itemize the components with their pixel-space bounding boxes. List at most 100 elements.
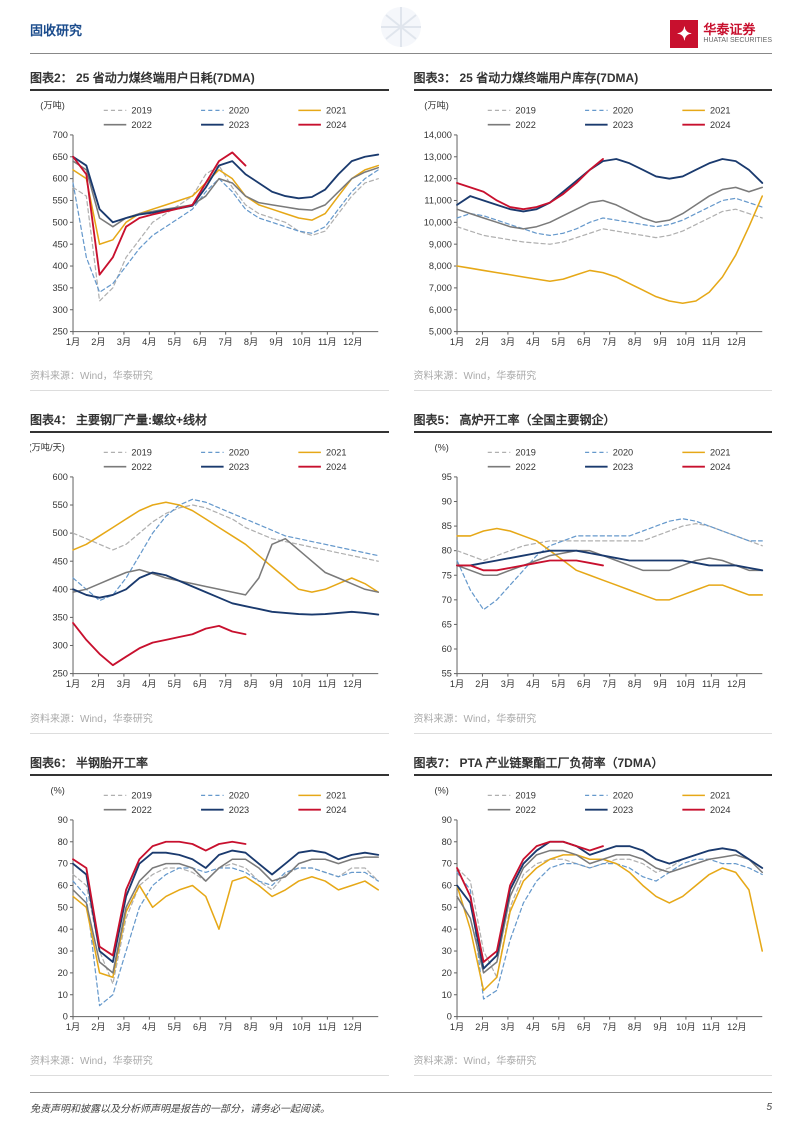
logo-text-cn: 华泰证券: [703, 23, 772, 37]
chart-c2: 图表2： 25 省动力煤终端用户日耗(7DMA) (万吨)201920202021…: [30, 69, 389, 391]
svg-text:700: 700: [53, 130, 68, 140]
svg-text:50: 50: [58, 902, 68, 912]
svg-text:4月: 4月: [142, 679, 156, 689]
svg-text:3月: 3月: [117, 1022, 131, 1032]
svg-text:6月: 6月: [193, 337, 207, 347]
svg-text:90: 90: [58, 815, 68, 825]
svg-text:4月: 4月: [142, 337, 156, 347]
chart-title: 图表4： 主要钢厂产量:螺纹+线材: [30, 411, 389, 433]
svg-text:10,000: 10,000: [423, 217, 451, 227]
svg-text:350: 350: [53, 613, 68, 623]
svg-text:12月: 12月: [727, 337, 746, 347]
chart-title: 图表2： 25 省动力煤终端用户日耗(7DMA): [30, 69, 389, 91]
svg-text:14,000: 14,000: [423, 130, 451, 140]
svg-text:2020: 2020: [612, 448, 632, 458]
svg-text:2023: 2023: [229, 804, 249, 814]
svg-text:1月: 1月: [66, 337, 80, 347]
svg-text:(万吨): (万吨): [424, 99, 449, 110]
svg-text:30: 30: [58, 946, 68, 956]
svg-text:2024: 2024: [710, 120, 730, 130]
svg-text:500: 500: [53, 528, 68, 538]
svg-text:4月: 4月: [526, 1022, 540, 1032]
svg-text:12月: 12月: [343, 1022, 362, 1032]
svg-text:5月: 5月: [168, 1022, 182, 1032]
svg-text:450: 450: [53, 557, 68, 567]
svg-text:2023: 2023: [612, 120, 632, 130]
chart-title: 图表7： PTA 产业链聚酯工厂负荷率（7DMA）: [414, 754, 773, 776]
chart-svg: (%)2019202020212022202320240102030405060…: [414, 781, 773, 1047]
chart-svg: (万吨)201920202021202220232024250300350400…: [30, 96, 389, 362]
svg-text:8月: 8月: [627, 337, 641, 347]
svg-text:11月: 11月: [702, 1022, 721, 1032]
svg-text:550: 550: [53, 500, 68, 510]
svg-text:2019: 2019: [515, 790, 535, 800]
svg-text:7月: 7月: [602, 1022, 616, 1032]
svg-text:2022: 2022: [515, 804, 535, 814]
svg-text:550: 550: [53, 196, 68, 206]
svg-text:9月: 9月: [653, 337, 667, 347]
svg-text:5月: 5月: [168, 679, 182, 689]
svg-text:6月: 6月: [577, 1022, 591, 1032]
svg-text:0: 0: [63, 1011, 68, 1021]
svg-text:70: 70: [58, 858, 68, 868]
svg-text:400: 400: [53, 585, 68, 595]
svg-text:90: 90: [441, 497, 451, 507]
svg-text:12,000: 12,000: [423, 174, 451, 184]
svg-text:2024: 2024: [710, 804, 730, 814]
svg-text:9月: 9月: [653, 679, 667, 689]
svg-text:2019: 2019: [515, 105, 535, 115]
chart-svg: (万吨)2019202020212022202320245,0006,0007,…: [414, 96, 773, 362]
svg-text:2020: 2020: [612, 790, 632, 800]
svg-text:2022: 2022: [131, 120, 151, 130]
svg-text:6月: 6月: [577, 679, 591, 689]
chart-c4: 图表4： 主要钢厂产量:螺纹+线材(万吨/天)20192020202120222…: [30, 411, 389, 733]
svg-text:7月: 7月: [602, 679, 616, 689]
footer-divider: [30, 1092, 772, 1093]
svg-text:11月: 11月: [702, 337, 721, 347]
svg-text:6月: 6月: [193, 1022, 207, 1032]
svg-text:2019: 2019: [515, 448, 535, 458]
svg-text:9月: 9月: [269, 1022, 283, 1032]
svg-text:12月: 12月: [727, 1022, 746, 1032]
svg-text:2019: 2019: [131, 790, 151, 800]
chart-svg: (%)2019202020212022202320245560657075808…: [414, 438, 773, 704]
svg-text:9月: 9月: [653, 1022, 667, 1032]
svg-text:1月: 1月: [449, 1022, 463, 1032]
svg-text:5月: 5月: [551, 1022, 565, 1032]
svg-text:9月: 9月: [269, 679, 283, 689]
svg-text:2021: 2021: [710, 790, 730, 800]
svg-text:10月: 10月: [676, 337, 695, 347]
chart-title: 图表5： 高炉开工率（全国主要钢企）: [414, 411, 773, 433]
svg-text:40: 40: [58, 924, 68, 934]
svg-text:2024: 2024: [326, 120, 346, 130]
svg-text:11,000: 11,000: [424, 196, 451, 206]
svg-text:3月: 3月: [500, 1022, 514, 1032]
svg-text:2月: 2月: [475, 337, 489, 347]
svg-text:650: 650: [53, 152, 68, 162]
svg-text:8月: 8月: [244, 337, 258, 347]
page-footer: 免责声明和披露以及分析师声明是报告的一部分，请务必一起阅读。 5: [30, 1100, 772, 1115]
svg-text:2月: 2月: [91, 1022, 105, 1032]
svg-text:300: 300: [53, 305, 68, 315]
svg-text:2022: 2022: [131, 462, 151, 472]
svg-text:6,000: 6,000: [428, 305, 451, 315]
svg-text:5月: 5月: [551, 679, 565, 689]
svg-text:10: 10: [58, 989, 68, 999]
svg-text:11月: 11月: [702, 679, 721, 689]
svg-text:2021: 2021: [326, 790, 346, 800]
logo-block: ✦ 华泰证券 HUATAI SECURITIES: [670, 20, 772, 48]
svg-text:30: 30: [441, 946, 451, 956]
chart-title: 图表3： 25 省动力煤终端用户库存(7DMA): [414, 69, 773, 91]
svg-text:600: 600: [53, 472, 68, 482]
svg-text:300: 300: [53, 641, 68, 651]
chart-svg: (万吨/天)2019202020212022202320242503003504…: [30, 438, 389, 704]
svg-text:5月: 5月: [168, 337, 182, 347]
svg-text:450: 450: [53, 239, 68, 249]
svg-text:60: 60: [58, 880, 68, 890]
svg-text:2022: 2022: [515, 462, 535, 472]
svg-text:2月: 2月: [475, 679, 489, 689]
svg-text:250: 250: [53, 669, 68, 679]
svg-text:12月: 12月: [343, 679, 362, 689]
svg-text:400: 400: [53, 261, 68, 271]
chart-title: 图表6： 半钢胎开工率: [30, 754, 389, 776]
